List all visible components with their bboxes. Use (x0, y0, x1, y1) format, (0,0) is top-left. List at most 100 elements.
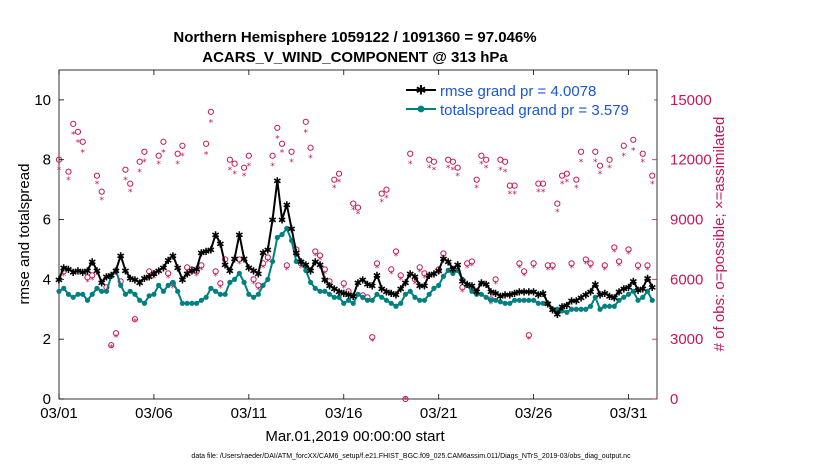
obs-assimilated-point: * (375, 264, 380, 274)
obs-assimilated-point: * (650, 180, 655, 190)
rmse-point: ✱ (306, 266, 314, 277)
spread-point (564, 309, 570, 315)
obs-possible-point (373, 260, 381, 267)
rmse-point: ✱ (83, 266, 91, 277)
rmse-point: ✱ (634, 286, 642, 297)
obs-assimilated-point: * (156, 160, 161, 170)
x-tick-label: 03/06 (135, 405, 173, 422)
rmse-point: ✱ (596, 290, 604, 301)
obs-assimilated-point: * (645, 266, 650, 276)
obs-assimilated-point: * (612, 248, 617, 258)
obs-assimilated-point: * (237, 260, 242, 270)
obs-possible-point (430, 158, 438, 165)
legend-box (402, 78, 654, 118)
obs-possible-point (587, 260, 594, 267)
rmse-point: ✱ (69, 268, 77, 279)
spread-point (122, 291, 129, 297)
obs-assimilated-point: * (398, 276, 403, 286)
y-right-tick-label: 3000 (670, 331, 703, 348)
spread-point (450, 270, 456, 276)
obs-assimilated-point: * (342, 284, 347, 294)
rmse-point: ✱ (88, 257, 96, 268)
y-right-tick-label: 12000 (670, 152, 712, 169)
obs-possible-point (141, 148, 148, 155)
obs-possible-point (335, 170, 343, 177)
obs-possible-point (165, 270, 172, 277)
rmse-point: ✱ (624, 283, 632, 294)
legend-spread-label: totalspread grand pr = 3.579 (440, 102, 629, 119)
spread-point (160, 288, 167, 294)
obs-possible-point (606, 156, 613, 163)
rmse-point: ✱ (501, 290, 509, 301)
rmse-point: ✱ (292, 248, 300, 259)
obs-possible-point (288, 148, 295, 155)
obs-possible-point (369, 334, 376, 341)
spread-point (312, 285, 318, 291)
spread-point (512, 297, 518, 303)
obs-assimilated-point: * (266, 258, 271, 268)
obs-possible-point (568, 260, 575, 267)
spread-point (369, 297, 375, 303)
obs-possible-point (601, 262, 608, 269)
spread-point (227, 279, 233, 285)
obs-assimilated-point: * (593, 158, 598, 168)
rmse-point: ✱ (397, 284, 405, 295)
obs-possible-point (283, 262, 290, 269)
spread-point (360, 294, 366, 300)
spread-point (303, 267, 309, 273)
spread-point (616, 297, 622, 303)
rmse-point: ✱ (211, 231, 219, 242)
rmse-point: ✱ (434, 266, 442, 277)
obs-assimilated-point: * (80, 148, 85, 158)
obs-assimilated-point: * (489, 300, 494, 310)
obs-assimilated-point: * (161, 148, 166, 158)
obs-possible-point (79, 138, 86, 145)
rmse-point: ✱ (349, 292, 357, 303)
obs-assimilated-point: * (379, 198, 384, 208)
obs-assimilated-point: * (327, 282, 332, 292)
spread-point (345, 297, 352, 303)
spread-point (208, 285, 214, 291)
spread-point (597, 306, 603, 312)
obs-assimilated-point: * (123, 176, 128, 186)
obs-assimilated-point: * (394, 252, 399, 262)
obs-assimilated-point: * (550, 266, 555, 276)
obs-assimilated-point: * (427, 164, 432, 174)
obs-assimilated-point: * (76, 138, 81, 148)
x-label: Mar.01,2019 00:00:00 start (265, 428, 445, 445)
spread-point (474, 291, 480, 297)
x-tick-label: 03/16 (325, 405, 363, 422)
obs-assimilated-point: * (470, 262, 475, 272)
rmse-point: ✱ (221, 260, 229, 271)
obs-possible-point (350, 200, 357, 207)
spread-point (355, 291, 361, 297)
obs-possible-point (241, 164, 248, 171)
spread-point (326, 291, 333, 297)
spread-point (621, 294, 627, 300)
obs-assimilated-point: * (603, 266, 608, 276)
spread-point (417, 297, 423, 303)
spread-point (488, 297, 494, 303)
rmse-point: ✱ (311, 257, 319, 268)
obs-assimilated-point: * (432, 166, 437, 176)
obs-assimilated-point: * (446, 164, 451, 174)
obs-assimilated-point: * (261, 264, 266, 274)
obs-possible-point (483, 156, 490, 163)
rmse-point: ✱ (525, 287, 533, 298)
spread-point (407, 288, 413, 294)
obs-assimilated-point: * (304, 128, 309, 138)
obs-possible-point (70, 120, 77, 127)
spread-point (80, 291, 86, 297)
obs-assimilated-point: * (180, 152, 185, 162)
obs-possible-point (155, 152, 162, 159)
obs-assimilated-point: * (636, 266, 641, 276)
obs-assimilated-point: * (484, 164, 489, 174)
rmse-point: ✱ (463, 280, 471, 291)
spread-point (56, 288, 62, 294)
spread-point (502, 300, 508, 306)
obs-possible-point (302, 118, 309, 125)
spread-point (649, 297, 655, 303)
rmse-point: ✱ (648, 283, 656, 294)
rmse-point: ✱ (340, 289, 348, 300)
obs-assimilated-point: * (512, 190, 517, 200)
